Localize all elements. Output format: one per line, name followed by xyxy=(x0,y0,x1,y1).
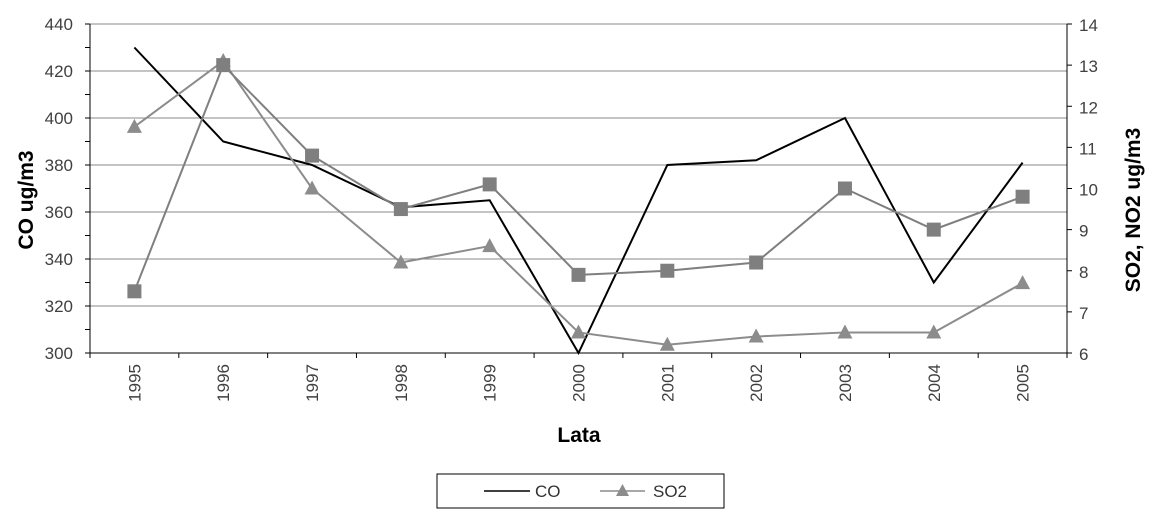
right-tick-label: 11 xyxy=(1079,139,1097,158)
triangle-marker xyxy=(1015,275,1031,290)
x-tick-label: 2005 xyxy=(1014,364,1033,402)
square-marker xyxy=(837,181,852,196)
square-marker xyxy=(571,267,586,282)
x-axis-ticks: 1995 1996 1997 1998 1999 2000 2001 2002 2003 2004… xyxy=(89,353,1068,402)
series-so2 xyxy=(126,53,1031,351)
left-tick-label: 300 xyxy=(45,344,73,363)
x-tick-label: 2004 xyxy=(925,364,944,402)
series-line xyxy=(133,46,1024,356)
square-marker xyxy=(216,58,231,73)
series-line xyxy=(133,59,1024,346)
x-tick-label: 1995 xyxy=(125,364,144,402)
left-tick-label: 400 xyxy=(45,109,73,128)
series-layer xyxy=(126,46,1031,356)
right-tick-label: 7 xyxy=(1079,304,1088,323)
triangle-marker xyxy=(748,328,764,343)
right-axis-ticks: 6 7 8 9 10 11 12 13 14 xyxy=(1067,16,1098,364)
triangle-marker xyxy=(659,336,675,351)
right-tick-label: 10 xyxy=(1079,181,1098,200)
x-tick-label: 2003 xyxy=(836,364,855,402)
x-tick-label: 1996 xyxy=(214,364,233,402)
square-marker xyxy=(482,177,497,192)
left-axis-ticks: 300 320 340 360 380 400 420 440 xyxy=(45,15,90,363)
right-tick-label: 9 xyxy=(1079,222,1088,241)
series-unnamed-2 xyxy=(127,58,1030,299)
left-tick-label: 320 xyxy=(45,297,73,316)
triangle-marker xyxy=(304,180,320,195)
right-tick-label: 13 xyxy=(1079,57,1098,76)
triangle-marker xyxy=(126,118,142,133)
square-marker xyxy=(660,263,675,278)
square-marker xyxy=(926,222,941,237)
x-axis-title: Lata xyxy=(557,424,601,447)
gridlines xyxy=(90,23,1067,307)
triangle-marker xyxy=(926,324,942,339)
axes xyxy=(89,24,1068,354)
x-tick-label: 2002 xyxy=(747,364,766,402)
legend-so2-label: SO2 xyxy=(653,482,687,501)
triangle-marker xyxy=(393,254,409,269)
legend-so2-marker xyxy=(616,484,629,496)
series-line xyxy=(133,63,1023,292)
left-tick-label: 340 xyxy=(45,250,73,269)
square-marker xyxy=(1015,189,1030,204)
square-marker xyxy=(749,255,764,270)
right-tick-label: 12 xyxy=(1079,98,1098,117)
triangle-marker xyxy=(571,324,586,339)
right-tick-label: 8 xyxy=(1079,263,1088,282)
right-tick-label: 6 xyxy=(1079,345,1088,364)
square-marker xyxy=(393,202,408,217)
square-marker xyxy=(127,284,142,299)
left-tick-label: 420 xyxy=(45,62,73,81)
legend: CO SO2 xyxy=(436,473,725,509)
triangle-marker xyxy=(837,324,853,339)
x-tick-label: 1997 xyxy=(303,364,322,402)
y-axis-title: CO ug/m3 xyxy=(15,150,38,249)
y2-axis-title: SO2, NO2 ug/m3 xyxy=(1122,128,1145,293)
left-tick-label: 380 xyxy=(45,156,73,175)
x-tick-label: 2000 xyxy=(570,364,589,402)
square-marker xyxy=(305,148,320,163)
left-tick-label: 440 xyxy=(45,15,73,34)
triangle-marker xyxy=(482,238,498,253)
x-tick-label: 1999 xyxy=(481,364,500,402)
series-co xyxy=(133,46,1024,356)
right-tick-label: 14 xyxy=(1079,16,1098,35)
x-tick-label: 1998 xyxy=(392,364,411,402)
left-tick-label: 360 xyxy=(45,203,73,222)
legend-co-label: CO xyxy=(535,482,561,501)
x-tick-label: 2001 xyxy=(658,364,677,402)
